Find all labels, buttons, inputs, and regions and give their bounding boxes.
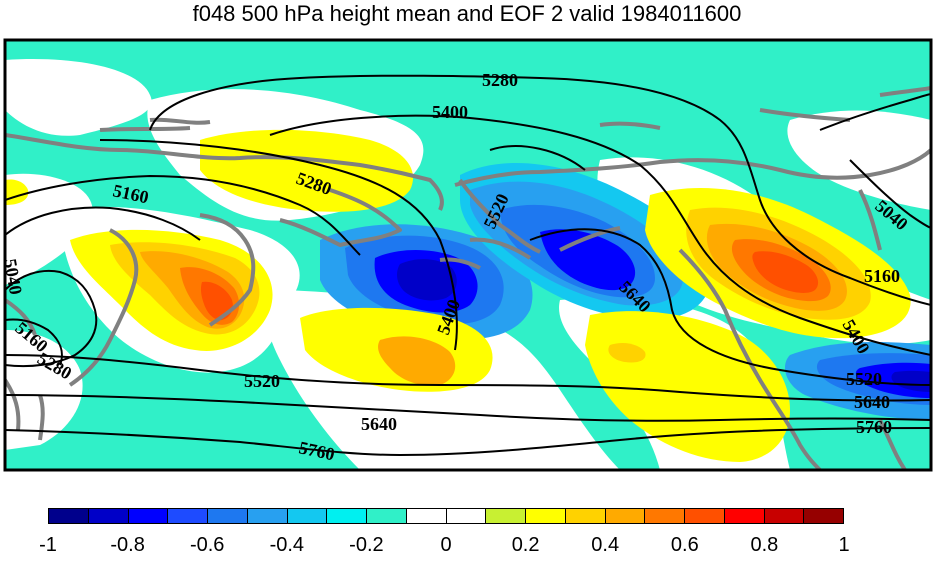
colorbar-tick-label: -0.6	[189, 534, 225, 556]
colorbar-cell	[724, 509, 765, 523]
contour-line	[5, 427, 931, 457]
colorbar-tick-label: -0.8	[110, 534, 145, 556]
anomaly-field	[5, 40, 931, 470]
colorbar-cell	[367, 509, 407, 523]
coastline	[5, 298, 45, 441]
zero-region	[787, 110, 931, 210]
zero-region	[5, 173, 93, 285]
contour-line	[5, 354, 931, 402]
coastline	[5, 133, 444, 211]
colorbar-tick-label: 0.6	[670, 534, 699, 556]
colorbar-cell	[168, 509, 208, 523]
colorbar-cell	[247, 509, 288, 523]
colorbar-cell	[208, 509, 248, 523]
colorbar-tick-label: -1	[39, 534, 57, 556]
contour-line	[819, 93, 931, 131]
contour-label: 5640	[854, 392, 890, 412]
contour-line	[5, 270, 98, 368]
coastline	[199, 213, 256, 327]
zero-region	[5, 59, 152, 136]
colorbar-cell	[88, 509, 129, 523]
colorbar-cell	[486, 509, 526, 523]
colorbar-tick-label: 0.8	[750, 534, 779, 556]
coastline	[678, 248, 822, 470]
contour-label: 5520	[846, 369, 882, 389]
colorbar-cell	[645, 509, 685, 523]
positive-anomaly	[200, 129, 414, 212]
coastlines	[5, 86, 931, 470]
colorbar-cell	[605, 509, 646, 523]
contour-line	[489, 145, 931, 386]
positive-anomaly	[752, 251, 819, 293]
colorbar-cell	[128, 509, 169, 523]
contour-label: 5520	[244, 371, 280, 391]
coastline	[454, 148, 931, 187]
colorbar-cell	[287, 509, 328, 523]
colorbar-tick-label: 0.4	[591, 534, 620, 556]
contour-label: 5640	[361, 414, 397, 434]
colorbar-cell	[49, 509, 89, 523]
positive-anomaly	[200, 281, 233, 321]
coastline	[439, 237, 532, 270]
colorbar-cell	[327, 509, 367, 523]
colorbar-cell	[685, 509, 725, 523]
map-frame	[3, 38, 933, 472]
colorbar-cell	[804, 509, 843, 523]
colorbar-tick-label: 0.2	[511, 534, 540, 556]
contour-label: 5760	[856, 417, 892, 437]
colorbar-cell	[526, 509, 566, 523]
contour-line	[5, 206, 201, 241]
colorbar-cell	[565, 509, 606, 523]
contour-line	[99, 139, 458, 351]
contour-label: 5280	[482, 70, 518, 90]
negative-anomaly	[891, 370, 931, 392]
colorbar-tick-label: -0.4	[269, 534, 305, 556]
colorbar-tick-label: 1	[838, 534, 850, 556]
positive-anomaly	[608, 342, 646, 363]
coastline	[858, 189, 907, 470]
colorbar-tick-label: -0.2	[349, 534, 384, 556]
contour-line	[149, 74, 931, 306]
colorbar-tick-label: 0	[440, 534, 452, 556]
height-contours	[5, 74, 931, 457]
contour-line	[5, 394, 931, 422]
coastline	[279, 188, 402, 247]
contour-line	[5, 174, 361, 256]
colorbar-cell	[446, 509, 487, 523]
contour-label: 5160	[864, 266, 900, 286]
contour-line	[5, 318, 63, 366]
contour-label: 5400	[432, 102, 468, 122]
negative-anomaly	[540, 229, 636, 291]
contour-line	[269, 114, 931, 356]
coastline	[458, 178, 621, 254]
coastline	[68, 228, 139, 387]
contour-line	[849, 159, 931, 229]
colorbar	[48, 508, 844, 524]
colorbar-cell	[764, 509, 805, 523]
coastline	[599, 86, 931, 130]
positive-anomaly	[378, 336, 456, 386]
negative-anomaly	[397, 259, 457, 301]
colorbar-ticks: -1 -0.8 -0.6 -0.4 -0.2 0 0.2 0.4 0.6 0.8 1	[0, 534, 934, 558]
colorbar-cell	[406, 509, 447, 523]
map-title: f048 500 hPa height mean and EOF 2 valid…	[192, 1, 742, 26]
